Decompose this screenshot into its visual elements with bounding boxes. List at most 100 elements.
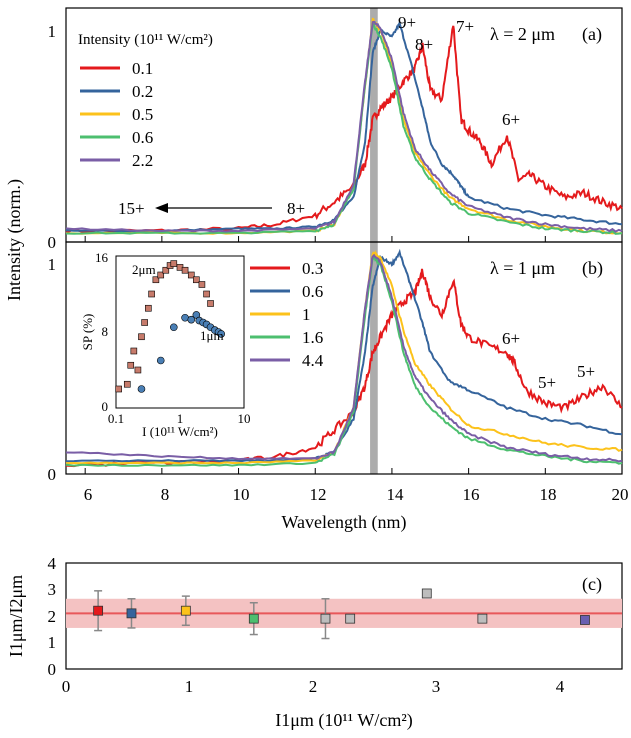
x-tick: 8 bbox=[161, 485, 170, 504]
ratio-point bbox=[248, 613, 259, 624]
highlight-band bbox=[370, 8, 378, 474]
y-tick-c: 4 bbox=[48, 554, 57, 573]
inset-point-2um bbox=[198, 281, 206, 288]
legend-label: 1 bbox=[302, 305, 311, 324]
inset-point-2um bbox=[130, 347, 138, 355]
series-line bbox=[65, 19, 623, 233]
series-line bbox=[65, 253, 623, 463]
y-axis-label: Intensity (norm.) bbox=[4, 179, 25, 301]
legend-label: 4.4 bbox=[302, 351, 324, 370]
inset-x-label: I (10¹¹ W/cm²) bbox=[142, 424, 218, 439]
inset-point-1um bbox=[217, 330, 225, 338]
y-tick-c: 0 bbox=[48, 660, 57, 679]
panel-c-y-label: I1μm/I2μm bbox=[6, 575, 26, 657]
x-tick: 18 bbox=[540, 485, 557, 504]
x-tick: 10 bbox=[233, 485, 250, 504]
inset-x-tick-01: 0.1 bbox=[108, 411, 124, 426]
x-tick: 12 bbox=[310, 485, 327, 504]
y-tick-a-1: 1 bbox=[48, 22, 57, 41]
panel-label-c: (c) bbox=[582, 574, 602, 595]
legend-label: 0.6 bbox=[302, 282, 323, 301]
inset-label-1um: 1μm bbox=[200, 328, 224, 343]
panel-label-a: (a) bbox=[582, 24, 602, 45]
inset-point-1um bbox=[187, 315, 196, 324]
inset-point-2um bbox=[138, 333, 145, 341]
inset-x-tick-10: 10 bbox=[238, 411, 251, 426]
x-tick: 20 bbox=[612, 485, 629, 504]
legend-b: 0.3 0.6 1 1.6 4.4 bbox=[250, 259, 324, 370]
series-line bbox=[65, 25, 623, 234]
legend-label: 0.6 bbox=[132, 128, 153, 147]
legend-label: 2.2 bbox=[132, 151, 153, 170]
annotation-5plus-1: 5+ bbox=[538, 373, 556, 392]
inset-point-2um bbox=[123, 380, 131, 388]
ratio-point bbox=[180, 605, 191, 616]
x-tick-marks bbox=[84, 236, 623, 474]
legend-label: 0.2 bbox=[132, 82, 153, 101]
x-axis-label: Wavelength (nm) bbox=[281, 512, 406, 533]
inset-point-2um bbox=[181, 266, 189, 274]
y-tick-b-1: 1 bbox=[48, 255, 57, 274]
panel-b-curves bbox=[65, 248, 623, 468]
legend-label: 0.3 bbox=[302, 259, 323, 278]
annotation-7plus: 7+ bbox=[456, 17, 474, 36]
x-tick-c: 0 bbox=[62, 677, 71, 696]
y-tick-c: 1 bbox=[48, 633, 57, 652]
annotation-15plus: 15+ bbox=[118, 199, 145, 218]
y-tick-c: 2 bbox=[48, 607, 57, 626]
x-tick-c: 1 bbox=[185, 677, 194, 696]
inset-y-tick-16: 16 bbox=[95, 250, 109, 265]
inset-x-tick-1: 1 bbox=[177, 411, 184, 426]
inset-point-2um bbox=[141, 319, 148, 326]
legend-label: 0.1 bbox=[132, 59, 153, 78]
panel-c-y-ticks: 4 3 2 1 0 bbox=[48, 554, 57, 679]
series-line bbox=[65, 20, 623, 233]
inset-point-1um bbox=[156, 356, 165, 365]
wavelength-label-b: λ = 1 μm bbox=[490, 258, 555, 278]
annotation-8plus-arrow: 8+ bbox=[287, 199, 305, 218]
annotation-6plus-a: 6+ bbox=[502, 110, 520, 129]
inset-point-2um bbox=[187, 271, 195, 279]
annotation-5plus-2: 5+ bbox=[577, 362, 595, 381]
panel-a-curves bbox=[65, 17, 623, 235]
ratio-point bbox=[477, 613, 488, 624]
x-tick-c: 3 bbox=[432, 677, 441, 696]
inset-y-tick-0: 0 bbox=[102, 399, 109, 414]
x-ticks: 6 8 10 12 14 16 18 20 bbox=[84, 485, 629, 504]
inset-label-2um: 2μm bbox=[132, 262, 156, 277]
ratio-point bbox=[126, 608, 137, 619]
inset-point-1um bbox=[137, 385, 146, 393]
panel-b-frame bbox=[65, 241, 623, 475]
inset-chart: 16 8 0 0.1 1 10 I (10¹¹ W/cm²) SP (%) 2μ… bbox=[80, 250, 251, 439]
legend-a: 0.1 0.2 0.5 0.6 2.2 bbox=[80, 59, 153, 170]
inset-frame bbox=[115, 255, 245, 409]
inset-point-2um bbox=[162, 266, 170, 274]
x-tick: 16 bbox=[463, 485, 480, 504]
panel-c-points bbox=[93, 588, 590, 640]
y-tick-c: 3 bbox=[48, 580, 57, 599]
inset-point-2um bbox=[207, 300, 214, 307]
x-tick: 14 bbox=[387, 485, 405, 504]
x-tick-c: 4 bbox=[556, 677, 565, 696]
inset-point-2um bbox=[134, 366, 142, 374]
wavelength-label-a: λ = 2 μm bbox=[490, 24, 555, 44]
legend-label: 1.6 bbox=[302, 328, 323, 347]
inset-y-tick-8: 8 bbox=[102, 324, 109, 339]
panel-c-x-ticks: 0 1 2 3 4 bbox=[62, 677, 565, 696]
inset-point-2um bbox=[127, 361, 135, 369]
arrow-head bbox=[155, 203, 168, 213]
inset-point-2um bbox=[193, 276, 200, 284]
inset-point-1um bbox=[169, 323, 178, 332]
inset-point-2um bbox=[152, 276, 160, 284]
inset-y-label: SP (%) bbox=[80, 314, 95, 351]
annotation-9plus: 9+ bbox=[398, 13, 416, 32]
series-line bbox=[65, 22, 623, 235]
ratio-point bbox=[421, 588, 432, 599]
x-tick: 6 bbox=[84, 485, 93, 504]
inset-point-2um bbox=[148, 290, 155, 298]
inset-points bbox=[115, 260, 225, 393]
inset-point-2um bbox=[203, 290, 210, 298]
panel-label-b: (b) bbox=[582, 258, 603, 279]
